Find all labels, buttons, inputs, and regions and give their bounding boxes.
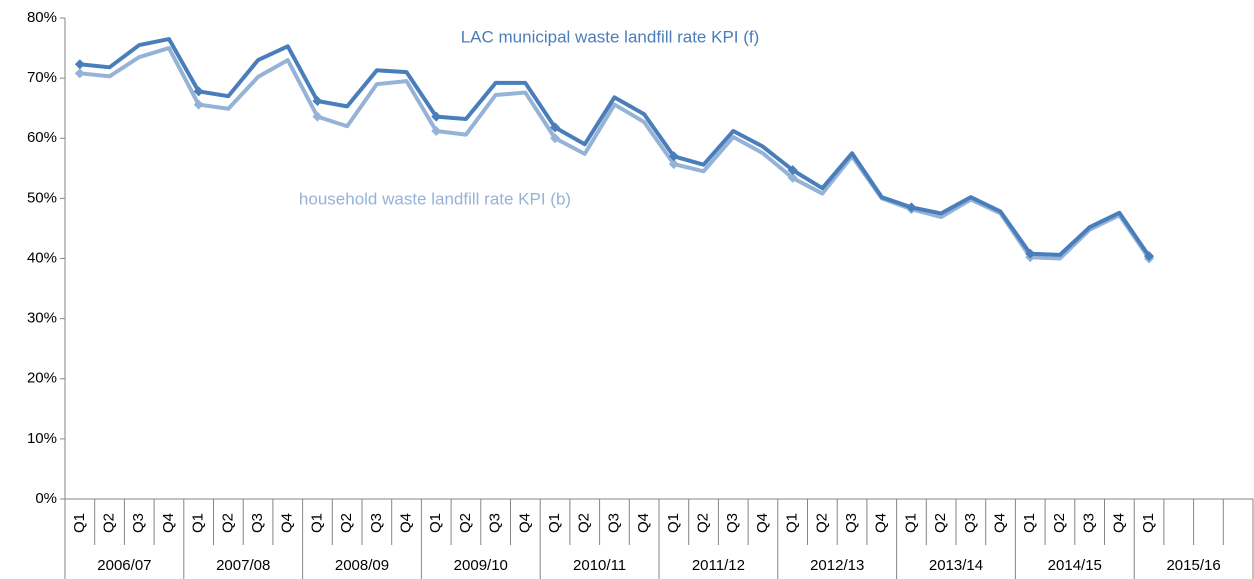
x-tick-label: Q1 xyxy=(1021,513,1038,533)
x-group-label: 2014/15 xyxy=(1048,557,1102,574)
point-marker xyxy=(74,68,85,79)
y-tick-label: 30% xyxy=(27,310,57,327)
x-tick-label: Q2 xyxy=(219,513,236,533)
y-tick-label: 80% xyxy=(27,9,57,26)
x-tick-label: Q3 xyxy=(487,513,504,533)
x-tick-label: Q4 xyxy=(1110,513,1127,533)
x-tick-label: Q2 xyxy=(457,513,474,533)
series-label: LAC municipal waste landfill rate KPI (f… xyxy=(461,27,760,46)
y-tick-label: 10% xyxy=(27,430,57,447)
x-tick-label: Q1 xyxy=(665,513,682,533)
x-tick-label: Q3 xyxy=(1081,513,1098,533)
x-group-label: 2015/16 xyxy=(1166,557,1220,574)
series-line xyxy=(79,46,1151,261)
x-tick-label: Q2 xyxy=(932,513,949,533)
y-tick-label: 50% xyxy=(27,189,57,206)
point-marker xyxy=(312,95,323,106)
x-tick-label: Q4 xyxy=(160,513,177,533)
x-tick-label: Q3 xyxy=(724,513,741,533)
point-marker xyxy=(193,99,204,110)
point-marker xyxy=(550,133,561,144)
point-marker xyxy=(550,122,561,133)
point-marker xyxy=(312,111,323,122)
x-tick-label: Q2 xyxy=(101,513,118,533)
point-marker xyxy=(1144,251,1155,262)
x-tick-label: Q4 xyxy=(992,513,1009,533)
x-group-label: 2006/07 xyxy=(97,557,151,574)
series-label: household waste landfill rate KPI (b) xyxy=(299,189,571,208)
x-tick-label: Q1 xyxy=(308,513,325,533)
x-tick-label: Q2 xyxy=(695,513,712,533)
x-tick-label: Q4 xyxy=(754,513,771,533)
x-tick-label: Q1 xyxy=(902,513,919,533)
x-tick-label: Q3 xyxy=(368,513,385,533)
x-tick-label: Q2 xyxy=(338,513,355,533)
x-tick-label: Q4 xyxy=(279,513,296,533)
point-marker xyxy=(668,151,679,162)
y-tick-label: 40% xyxy=(27,249,57,266)
x-group-label: 2011/12 xyxy=(692,557,745,574)
point-marker xyxy=(787,165,798,176)
x-tick-label: Q3 xyxy=(130,513,147,533)
y-tick-label: 20% xyxy=(27,370,57,387)
x-group-label: 2010/11 xyxy=(573,557,626,574)
x-group-label: 2008/09 xyxy=(335,557,389,574)
x-tick-label: Q3 xyxy=(605,513,622,533)
x-tick-label: Q3 xyxy=(249,513,266,533)
point-marker xyxy=(1025,248,1036,259)
x-tick-label: Q3 xyxy=(962,513,979,533)
x-tick-label: Q4 xyxy=(635,513,652,533)
point-marker xyxy=(74,59,85,70)
y-tick-label: 60% xyxy=(27,129,57,146)
x-group-label: 2013/14 xyxy=(929,557,983,574)
x-tick-label: Q1 xyxy=(190,513,207,533)
x-tick-label: Q1 xyxy=(1140,513,1157,533)
x-group-label: 2012/13 xyxy=(810,557,864,574)
x-tick-label: Q2 xyxy=(576,513,593,533)
x-tick-label: Q4 xyxy=(516,513,533,533)
x-tick-label: Q1 xyxy=(71,513,88,533)
x-tick-label: Q2 xyxy=(1051,513,1068,533)
x-tick-label: Q1 xyxy=(784,513,801,533)
x-tick-label: Q1 xyxy=(546,513,563,533)
point-marker xyxy=(906,202,917,213)
point-marker xyxy=(431,111,442,122)
x-tick-label: Q2 xyxy=(813,513,830,533)
y-tick-label: 70% xyxy=(27,69,57,86)
series-line xyxy=(79,37,1151,258)
x-tick-label: Q1 xyxy=(427,513,444,533)
x-tick-label: Q4 xyxy=(398,513,415,533)
point-marker xyxy=(431,126,442,137)
x-group-label: 2009/10 xyxy=(454,557,508,574)
point-marker xyxy=(193,86,204,97)
point-marker xyxy=(787,172,798,183)
point-marker xyxy=(668,159,679,170)
x-group-label: 2007/08 xyxy=(216,557,270,574)
x-tick-label: Q3 xyxy=(843,513,860,533)
y-tick-label: 0% xyxy=(35,490,57,507)
x-tick-label: Q4 xyxy=(873,513,890,533)
